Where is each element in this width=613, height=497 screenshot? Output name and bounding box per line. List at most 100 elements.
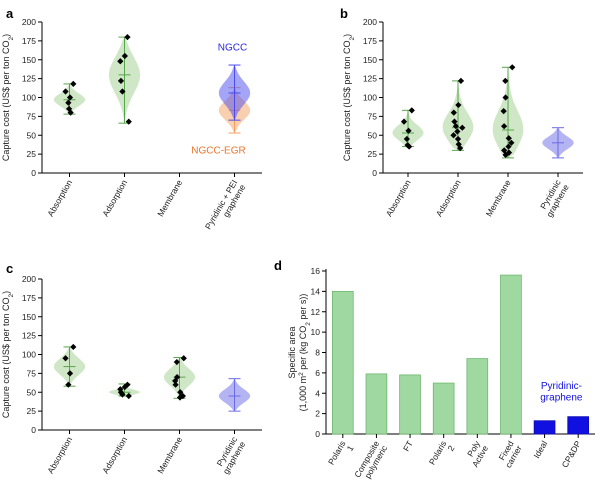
y-axis-label-units: (1,000 m2 per (kg CO2 per s)) <box>298 294 312 412</box>
y-tick-label: 12 <box>311 307 321 317</box>
y-tick-label: 25 <box>368 149 378 159</box>
panel-b: b 0 25 50 75 100 125 150 175 200 Capture cost (US$… <box>340 6 583 219</box>
y-tick-label: 75 <box>27 368 37 378</box>
x-tick-label: Compositepolymeric <box>352 438 389 484</box>
data-point <box>454 128 461 135</box>
x-tick-label: Adsorption <box>100 178 129 218</box>
y-tick-label: 125 <box>22 74 36 84</box>
y-tick-label: 25 <box>27 149 37 159</box>
y-axis-label: Specific area <box>287 326 297 378</box>
y-tick-label: 175 <box>363 36 377 46</box>
y-tick-label: 4 <box>315 388 320 398</box>
x-tick-label: Ideal <box>531 439 549 460</box>
y-tick-label: 50 <box>27 387 37 397</box>
x-tick-label: FT <box>401 439 415 453</box>
y-axis-label: Capture cost (US$ per ton CO2) <box>342 34 356 161</box>
y-axis-label: Capture cost (US$ per ton CO2) <box>1 291 15 418</box>
bar-polaris-1 <box>331 290 354 435</box>
data-point <box>62 88 69 95</box>
y-tick-label: 100 <box>22 93 36 103</box>
y-tick-label: 50 <box>27 130 37 140</box>
x-tick-label: Absorption <box>45 178 74 218</box>
annotation-pyridinic-graphene: Pyridinic-graphene <box>540 381 583 404</box>
x-tick-label: Pyridinicgraphene <box>536 177 571 218</box>
y-tick-label: 25 <box>27 406 37 416</box>
data-point <box>509 64 516 71</box>
data-point <box>70 80 77 88</box>
y-tick-label: 125 <box>363 74 377 84</box>
y-tick-label: 16 <box>311 266 321 276</box>
y-tick-label: 75 <box>27 111 37 121</box>
y-tick-label: 150 <box>22 312 36 322</box>
data-point <box>457 77 465 85</box>
y-tick-label: 6 <box>315 368 320 378</box>
data-point <box>502 151 509 158</box>
data-point <box>125 118 132 125</box>
x-tick-label: Adsorption <box>434 178 463 218</box>
panel-a: a 0 25 50 75 100 125 150 175 200 Capture cost (US$… <box>1 6 262 236</box>
bar-poly-active <box>466 358 489 435</box>
y-tick-label: 175 <box>22 36 36 46</box>
y-tick-label: 200 <box>22 17 36 27</box>
data-point <box>67 109 74 116</box>
y-tick-label: 100 <box>363 93 377 103</box>
data-point <box>65 99 72 106</box>
x-tick-label: Polaris2 <box>427 439 457 471</box>
annotation-ngcc-egr: NGCC-EGR <box>191 145 245 156</box>
panel-label: a <box>6 6 14 21</box>
x-tick-label: CP&DP <box>560 439 583 470</box>
x-tick-label: Adsorption <box>100 435 129 475</box>
y-axis-label: Capture cost (US$ per ton CO2) <box>1 34 15 161</box>
y-tick-label: 0 <box>31 168 36 178</box>
y-tick-label: 10 <box>311 327 321 337</box>
bar-fixed-carrier <box>500 274 522 435</box>
panel-label: b <box>340 6 348 21</box>
x-tick-label: PolyActive <box>462 438 491 468</box>
y-tick-label: 14 <box>311 286 321 296</box>
data-point <box>176 394 184 401</box>
x-tick-label: Pyridinicgraphene <box>213 434 248 475</box>
data-point <box>66 94 74 101</box>
y-tick-label: 0 <box>31 425 36 435</box>
y-tick-label: 125 <box>22 331 36 341</box>
y-tick-label: 150 <box>363 55 377 65</box>
panel-label: c <box>6 261 13 276</box>
y-tick-label: 175 <box>22 293 36 303</box>
bar-ft <box>399 374 421 435</box>
data-point <box>70 343 77 351</box>
bar-cp-dp <box>567 416 590 435</box>
x-tick-label: Absorption <box>384 178 413 218</box>
panel-label: d <box>274 258 282 273</box>
bar-composite-polymeric <box>365 373 388 435</box>
y-tick-label: 8 <box>315 348 320 358</box>
x-tick-label: Pyridinic + PEIgraphene <box>203 178 248 236</box>
x-tick-label: Absorption <box>45 435 74 475</box>
data-point <box>117 77 125 85</box>
data-point <box>408 107 415 114</box>
x-tick-label: Membrane <box>484 178 513 218</box>
y-tick-label: 200 <box>363 17 377 27</box>
y-tick-label: 75 <box>368 111 378 121</box>
x-tick-label: Membrane <box>155 435 184 475</box>
y-tick-label: 100 <box>22 350 36 360</box>
panel-d: d 0 2 4 6 8 10 12 14 16 Specific area(1,000 m2 per… <box>274 258 595 484</box>
data-point <box>117 58 124 65</box>
y-tick-label: 0 <box>315 429 320 439</box>
bar-polaris-2 <box>432 382 455 435</box>
data-point <box>457 144 464 152</box>
bar-ideal <box>533 420 556 435</box>
data-point <box>119 88 126 95</box>
data-point <box>501 147 508 154</box>
annotation-ngcc: NGCC <box>218 43 247 54</box>
x-tick-label: Polaris1 <box>326 439 356 471</box>
data-point <box>121 52 128 60</box>
y-tick-label: 200 <box>22 274 36 284</box>
y-tick-label: 150 <box>22 55 36 65</box>
y-tick-label: 2 <box>315 409 320 419</box>
x-tick-label: Membrane <box>155 178 184 218</box>
x-tick-label: Fixedcarrier <box>495 439 524 470</box>
panel-c: c 0 25 50 75 100 125 150 175 200 Capture cost (US$… <box>1 261 262 476</box>
y-tick-label: 50 <box>368 130 378 140</box>
y-tick-label: 0 <box>372 168 377 178</box>
